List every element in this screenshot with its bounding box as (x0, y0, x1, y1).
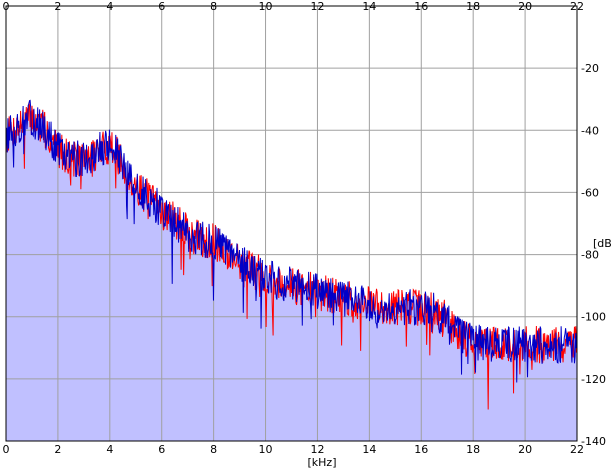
x-tick-label-top: 22 (570, 0, 584, 13)
left-channel-trace (5, 102, 578, 410)
x-tick-label-top: 8 (210, 0, 217, 13)
x-tick-label-bottom: 2 (54, 443, 61, 456)
x-tick-label-top: 18 (466, 0, 480, 13)
x-tick-label-bottom: 4 (106, 443, 113, 456)
y-tick-label: -140 (581, 435, 606, 448)
x-tick-label-bottom: 8 (210, 443, 217, 456)
plot-border (5, 5, 578, 442)
x-tick-label-top: 10 (259, 0, 273, 13)
x-tick-label-bottom: 12 (310, 443, 324, 456)
y-tick-label: -100 (581, 311, 606, 324)
x-tick-label-top: 4 (106, 0, 113, 13)
x-tick-label-top: 0 (3, 0, 10, 13)
x-tick-label-top: 6 (158, 0, 165, 13)
x-tick-label-bottom: 6 (158, 443, 165, 456)
x-tick-label-top: 2 (54, 0, 61, 13)
y-axis-label: [dB] (593, 237, 612, 250)
x-tick-label-bottom: 18 (466, 443, 480, 456)
x-tick-label-bottom: 14 (362, 443, 376, 456)
x-tick-label-bottom: 20 (518, 443, 532, 456)
y-tick-label: -120 (581, 373, 606, 386)
x-axis-label: [kHz] (308, 456, 337, 468)
x-tick-label-bottom: 10 (259, 443, 273, 456)
x-tick-label-top: 20 (518, 0, 532, 13)
x-tick-label-bottom: 16 (414, 443, 428, 456)
x-tick-label-top: 16 (414, 0, 428, 13)
plot-frame (5, 5, 578, 442)
right-channel-trace (5, 99, 578, 383)
y-tick-label: -40 (581, 124, 599, 137)
x-tick-label-top: 12 (310, 0, 324, 13)
y-tick-label: -60 (581, 186, 599, 199)
y-tick-label: -20 (581, 62, 599, 75)
y-tick-label: -80 (581, 249, 599, 262)
y-axis-ticks: -20 -40 -60 -80 -100 -120 -140 (581, 62, 606, 448)
spectrum-traces (5, 99, 578, 410)
x-tick-label-top: 14 (362, 0, 376, 13)
x-tick-label-bottom: 0 (3, 443, 10, 456)
x-tick-label-bottom: 22 (570, 443, 584, 456)
